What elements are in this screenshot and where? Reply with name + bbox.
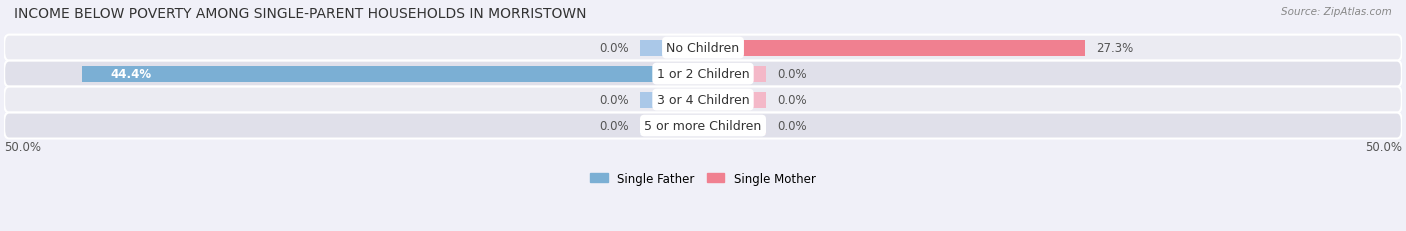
Bar bbox=[640, 40, 703, 56]
Text: 0.0%: 0.0% bbox=[778, 119, 807, 133]
Text: 1 or 2 Children: 1 or 2 Children bbox=[657, 68, 749, 81]
Text: 0.0%: 0.0% bbox=[778, 94, 807, 107]
Bar bbox=[703, 118, 766, 134]
Text: 0.0%: 0.0% bbox=[599, 42, 628, 55]
Text: INCOME BELOW POVERTY AMONG SINGLE-PARENT HOUSEHOLDS IN MORRISTOWN: INCOME BELOW POVERTY AMONG SINGLE-PARENT… bbox=[14, 7, 586, 21]
Text: 44.4%: 44.4% bbox=[111, 68, 152, 81]
Bar bbox=[83, 66, 703, 82]
Text: 50.0%: 50.0% bbox=[1365, 140, 1402, 153]
Text: Source: ZipAtlas.com: Source: ZipAtlas.com bbox=[1281, 7, 1392, 17]
Text: 50.0%: 50.0% bbox=[4, 140, 41, 153]
FancyBboxPatch shape bbox=[4, 87, 1402, 113]
Text: 3 or 4 Children: 3 or 4 Children bbox=[657, 94, 749, 107]
Text: 0.0%: 0.0% bbox=[599, 119, 628, 133]
Legend: Single Father, Single Mother: Single Father, Single Mother bbox=[585, 167, 821, 189]
Bar bbox=[703, 40, 1084, 56]
Text: No Children: No Children bbox=[666, 42, 740, 55]
Bar bbox=[703, 92, 766, 108]
Bar bbox=[640, 92, 703, 108]
Bar bbox=[640, 118, 703, 134]
FancyBboxPatch shape bbox=[4, 36, 1402, 61]
Text: 0.0%: 0.0% bbox=[599, 94, 628, 107]
Text: 5 or more Children: 5 or more Children bbox=[644, 119, 762, 133]
Text: 27.3%: 27.3% bbox=[1095, 42, 1133, 55]
FancyBboxPatch shape bbox=[4, 61, 1402, 87]
Bar bbox=[703, 66, 766, 82]
FancyBboxPatch shape bbox=[4, 113, 1402, 139]
Text: 0.0%: 0.0% bbox=[778, 68, 807, 81]
